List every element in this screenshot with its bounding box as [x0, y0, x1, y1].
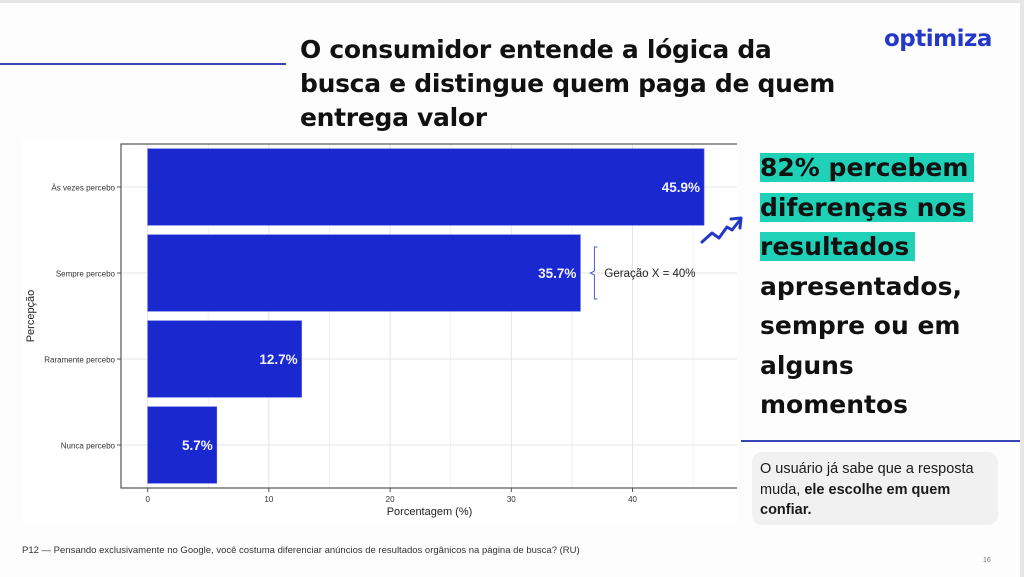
y-axis-label: Percepção: [25, 290, 37, 343]
x-tick-label: 40: [628, 495, 637, 504]
x-tick-label: 10: [264, 495, 273, 504]
optimiza-logo: optimiza: [884, 26, 992, 52]
data-label: 45.9%: [662, 180, 700, 195]
footnote: P12 — Pensando exclusivamente no Google,…: [22, 545, 580, 556]
trend-up-arrow-icon: [700, 216, 743, 244]
y-tick-label: Sempre percebo: [56, 270, 116, 279]
title-line: entrega valor: [300, 103, 487, 132]
annotation-text: Geração X = 40%: [604, 268, 695, 280]
data-label: 5.7%: [182, 438, 213, 453]
note-regular: O usuário já sabe que a resposta muda,: [760, 461, 974, 498]
x-tick-label: 0: [145, 495, 150, 504]
bar: [147, 406, 218, 484]
top-border: [0, 0, 1024, 3]
data-label: 35.7%: [538, 266, 576, 281]
note-box: O usuário já sabe que a resposta muda, e…: [752, 452, 998, 525]
note-bold: ele escolhe em quem confiar.: [760, 481, 951, 519]
insight-line: sempre ou em: [760, 311, 961, 340]
highlight-line: diferenças nos: [760, 192, 973, 222]
insight-line: momentos: [760, 390, 909, 419]
annotation-brace: [589, 246, 598, 300]
data-labels: 45.9% 35.7% 12.7% 5.7%: [182, 180, 700, 453]
title-line: busca e distingue quem paga de quem: [300, 69, 836, 98]
y-tick-labels: Às vezes percebo Sempre percebo Raramente …: [44, 184, 121, 451]
plot-frame: [120, 143, 737, 489]
y-tick-label: Raramente percebo: [44, 356, 115, 365]
x-tick-label: 20: [386, 495, 395, 504]
right-border: [1020, 0, 1024, 577]
y-tick-label: Às vezes percebo: [51, 184, 115, 193]
key-insight: 82% percebem diferenças nos resultados a…: [760, 148, 1010, 425]
bar: [147, 148, 705, 226]
bars: [147, 148, 705, 484]
highlight-line: 82% percebem: [760, 153, 975, 182]
x-tick-labels: 0 10 20 30 40: [145, 488, 638, 504]
data-label: 12.7%: [259, 352, 297, 367]
x-tick-label: 30: [507, 495, 516, 504]
slide-title: O consumidor entende a lógica da busca e…: [300, 33, 890, 135]
annotation: Geração X = 40%: [589, 246, 696, 300]
title-line: O consumidor entende a lógica da: [300, 35, 772, 64]
insight-line: alguns: [760, 350, 854, 380]
insight-line: apresentados,: [760, 271, 962, 301]
x-axis-label: Porcentagem (%): [387, 506, 473, 518]
y-tick-label: Nunca percebo: [61, 442, 116, 451]
bar: [147, 320, 302, 398]
page-number: 16: [983, 557, 991, 564]
title-rule: [0, 63, 286, 65]
insight-rule: [741, 440, 1020, 442]
highlight-line: resultados: [760, 232, 916, 261]
bar: [147, 234, 581, 312]
bar-chart: 45.9% 35.7% 12.7% 5.7% Às vezes percebo Semp…: [25, 143, 737, 518]
chart-panel: 45.9% 35.7% 12.7% 5.7% Às vezes percebo Semp…: [22, 140, 737, 523]
